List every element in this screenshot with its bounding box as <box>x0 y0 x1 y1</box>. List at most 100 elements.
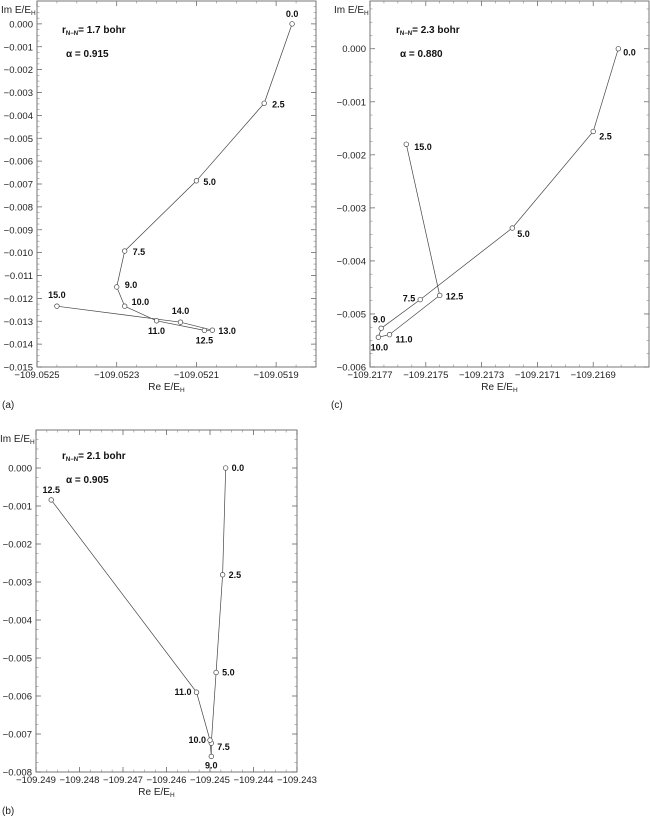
data-point <box>213 669 219 676</box>
data-point-label: 12.5 <box>196 335 214 345</box>
annotation-r-value: = 2.3 bohr <box>412 25 460 36</box>
y-tick-label: −0.008 <box>4 202 33 213</box>
x-axis-label: Re E/EH <box>138 787 175 799</box>
y-tick-label: −0.005 <box>337 309 366 320</box>
y-tick-label: −0.005 <box>3 654 32 665</box>
x-tick-label: −109.0519 <box>254 370 299 381</box>
x-tick-label: −109.245 <box>190 775 230 786</box>
data-point-label: 10.0 <box>132 297 150 307</box>
data-point <box>375 334 382 340</box>
y-tick-label: −0.012 <box>4 294 33 305</box>
y-axis-label-subscript: H <box>30 439 35 446</box>
annotation-r: r <box>62 25 66 36</box>
annotation-r-value: = 1.7 bohr <box>78 25 126 36</box>
x-axis-label-subscript: H <box>170 792 175 799</box>
trajectory-line <box>50 467 227 757</box>
data-point-label: 7.5 <box>217 742 230 752</box>
data-point-label: 11.0 <box>148 326 165 336</box>
data-point-label: 0.0 <box>623 48 636 58</box>
chart-panel-a: −109.0525 −109.0523 −109.0521 −109.05190.00… <box>1 0 317 411</box>
data-point-label: 12.5 <box>42 485 60 495</box>
y-tick-label: −0.015 <box>4 363 33 374</box>
y-tick-label: −0.014 <box>4 340 33 351</box>
data-point <box>208 753 214 760</box>
annotation-r-subscript: N−N <box>66 457 78 463</box>
y-tick-label: −0.010 <box>4 248 33 259</box>
annotation-r: r <box>396 25 400 36</box>
data-point <box>615 46 621 52</box>
x-tick-label: −109.2171 <box>515 370 560 381</box>
trajectory-line <box>56 23 293 331</box>
y-tick-label: −0.002 <box>4 65 33 76</box>
data-point <box>437 292 443 299</box>
annotation-bond-length: rN−N= 2.3 bohr <box>396 25 460 37</box>
y-tick-label: −0.002 <box>337 150 366 161</box>
y-tick-label: −0.003 <box>337 203 366 214</box>
y-tick-label: −0.003 <box>3 578 32 589</box>
x-tick-label: −109.243 <box>277 775 317 786</box>
annotation-r-value: = 2.1 bohr <box>78 451 126 462</box>
data-point <box>177 319 184 325</box>
y-axis-label-subscript: H <box>31 10 36 17</box>
x-tick-label: −109.0523 <box>94 370 139 381</box>
x-tick-label: −109.2173 <box>459 370 504 381</box>
data-point-label: 9.0 <box>125 280 138 290</box>
data-point <box>114 284 120 290</box>
x-tick-label: −109.248 <box>60 775 100 786</box>
x-axis-label-subscript: H <box>513 387 518 394</box>
y-tick-label: −0.006 <box>3 692 32 703</box>
data-point-label: 5.0 <box>203 177 216 187</box>
y-tick-label: 0.000 <box>9 19 33 30</box>
x-tick-label: −109.249 <box>16 775 56 786</box>
y-tick-label: −0.009 <box>4 225 33 236</box>
y-tick-label: −0.001 <box>3 502 32 513</box>
data-point <box>48 497 54 503</box>
annotation-alpha: α = 0.915 <box>66 49 109 60</box>
y-tick-label: −0.006 <box>4 157 33 168</box>
y-tick-label: −0.001 <box>337 97 366 108</box>
data-point <box>193 178 200 184</box>
data-point-label: 7.5 <box>133 247 146 257</box>
data-point <box>219 572 226 578</box>
data-point <box>223 465 229 471</box>
annotation-r: r <box>62 451 66 462</box>
data-point <box>509 225 515 231</box>
y-axis-label: Im E/EH <box>334 5 369 17</box>
data-point-label: 5.0 <box>222 667 235 677</box>
data-point <box>209 327 216 333</box>
panel-label: (a) <box>2 400 14 411</box>
data-point-label: 0.0 <box>286 9 299 19</box>
y-axis-label: Im E/EH <box>1 5 36 17</box>
data-point <box>207 737 213 743</box>
data-point <box>590 128 596 135</box>
data-point-label: 2.5 <box>229 570 242 580</box>
x-tick-label: −109.2175 <box>403 370 448 381</box>
x-axis-label: Re E/EH <box>481 382 518 394</box>
y-tick-label: −0.001 <box>4 42 33 53</box>
y-tick-label: −0.008 <box>3 768 32 779</box>
annotation-bond-length: rN−N= 1.7 bohr <box>62 25 126 37</box>
data-point-label: 10.0 <box>188 735 206 745</box>
data-point <box>417 296 423 303</box>
y-tick-label: −0.003 <box>4 88 33 99</box>
y-tick-label: −0.007 <box>4 180 33 191</box>
x-tick-label: −109.247 <box>103 775 143 786</box>
x-axis-label: Re E/EH <box>148 382 185 394</box>
y-tick-label: −0.004 <box>3 616 32 627</box>
data-point <box>153 318 160 324</box>
data-point <box>201 327 208 334</box>
data-point-label: 15.0 <box>414 142 432 152</box>
chart-panel-b: −109.249 −109.248 −109.247 −109.246 −109.245… <box>0 429 317 817</box>
data-point <box>386 331 393 338</box>
data-point <box>122 303 128 309</box>
y-tick-label: −0.013 <box>4 317 33 328</box>
panel-label: (c) <box>331 400 343 411</box>
y-tick-label: 0.000 <box>8 464 32 475</box>
annotation-alpha: α = 0.905 <box>66 475 109 486</box>
data-point-label: 11.0 <box>174 687 191 697</box>
data-point-label: 14.0 <box>172 306 190 316</box>
data-point-label: 13.0 <box>218 326 236 336</box>
data-point <box>193 689 200 695</box>
data-point <box>54 303 60 309</box>
y-tick-label: −0.006 <box>337 363 366 374</box>
